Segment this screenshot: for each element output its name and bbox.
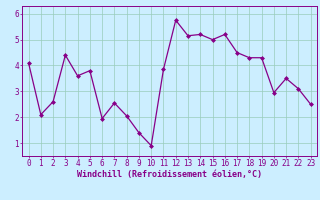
X-axis label: Windchill (Refroidissement éolien,°C): Windchill (Refroidissement éolien,°C) — [77, 170, 262, 179]
